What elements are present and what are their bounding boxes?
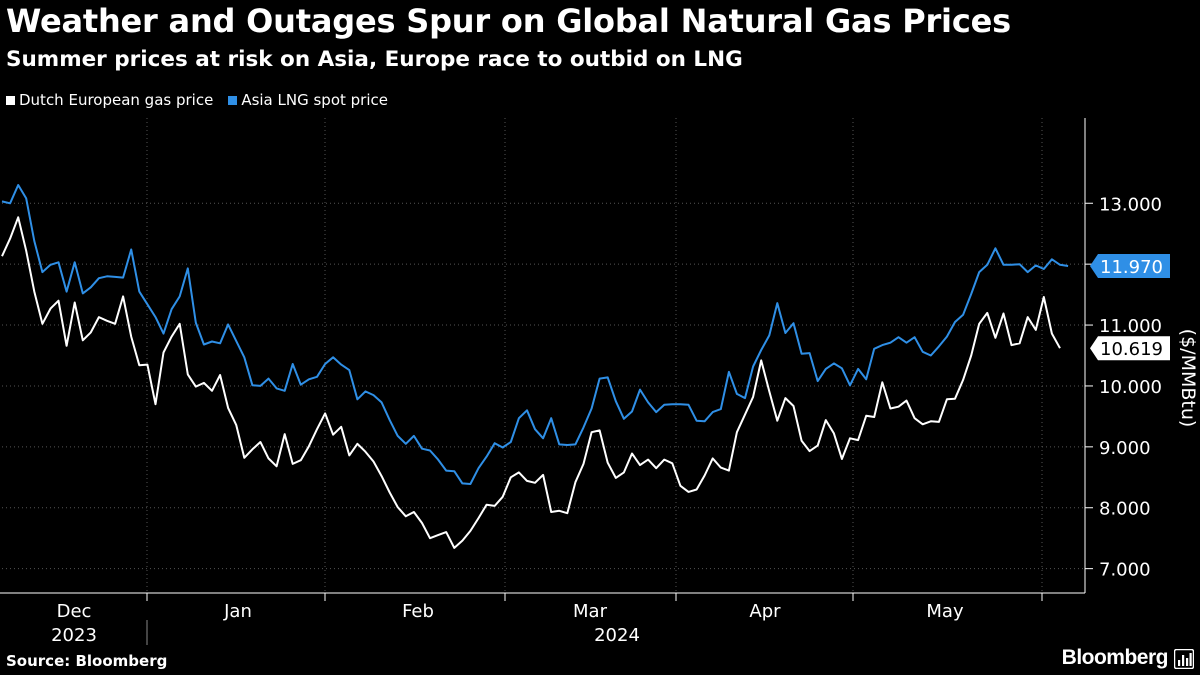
y-tick-label: 7.000: [1099, 560, 1151, 581]
legend-item-asia: Asia LNG spot price: [228, 91, 388, 109]
legend-item-dutch: Dutch European gas price: [6, 91, 213, 109]
legend-label-dutch: Dutch European gas price: [19, 91, 214, 109]
y-tick-label: 10.000: [1099, 377, 1162, 398]
series-lines: [1, 184, 1069, 549]
x-tick-label: Jan: [223, 601, 252, 622]
x-tick-label: Dec: [57, 601, 92, 622]
bloomberg-logo: Bloomberg: [1061, 646, 1169, 669]
dutch-last-value-label: 10.619: [1100, 339, 1163, 360]
y-tick-label: 8.000: [1099, 499, 1151, 520]
bloomberg-chart-icon: [1174, 649, 1194, 669]
x-tick-label: Feb: [402, 601, 434, 622]
y-tick-label: 13.000: [1099, 194, 1162, 215]
x-year-label: 2023: [51, 625, 97, 646]
y-tick-label: 9.000: [1099, 438, 1151, 459]
legend-swatch-dutch: [6, 95, 15, 105]
legend-label-asia: Asia LNG spot price: [241, 91, 388, 109]
legend-swatch-asia: [228, 95, 238, 105]
dutch-last-value-tag: [1090, 336, 1170, 361]
end-labels: 10.619 11.970: [1090, 253, 1170, 361]
axes: 7.0008.0009.00010.00011.00012.00013.000D…: [0, 118, 1199, 646]
asia-last-value-label: 11.970: [1100, 257, 1163, 278]
chart-title: Weather and Outages Spur on Global Natur…: [6, 2, 1011, 40]
dutch-gas-price-line: [1, 216, 1061, 549]
y-tick-label: 11.000: [1099, 316, 1162, 337]
x-tick-label: May: [926, 601, 964, 622]
asia-last-value-tag: [1090, 253, 1170, 278]
x-year-label: 2024: [594, 625, 640, 646]
asia-lng-price-line: [1, 184, 1069, 485]
source-note: Source: Bloomberg: [6, 652, 168, 670]
x-tick-label: Apr: [749, 601, 781, 622]
chart-subtitle: Summer prices at risk on Asia, Europe ra…: [6, 47, 743, 72]
chart-legend: Dutch European gas price Asia LNG spot p…: [6, 91, 388, 109]
y-axis-title: ($/MMBtu): [1177, 329, 1199, 428]
grid-lines: [2, 118, 1085, 593]
x-tick-label: Mar: [573, 601, 608, 622]
